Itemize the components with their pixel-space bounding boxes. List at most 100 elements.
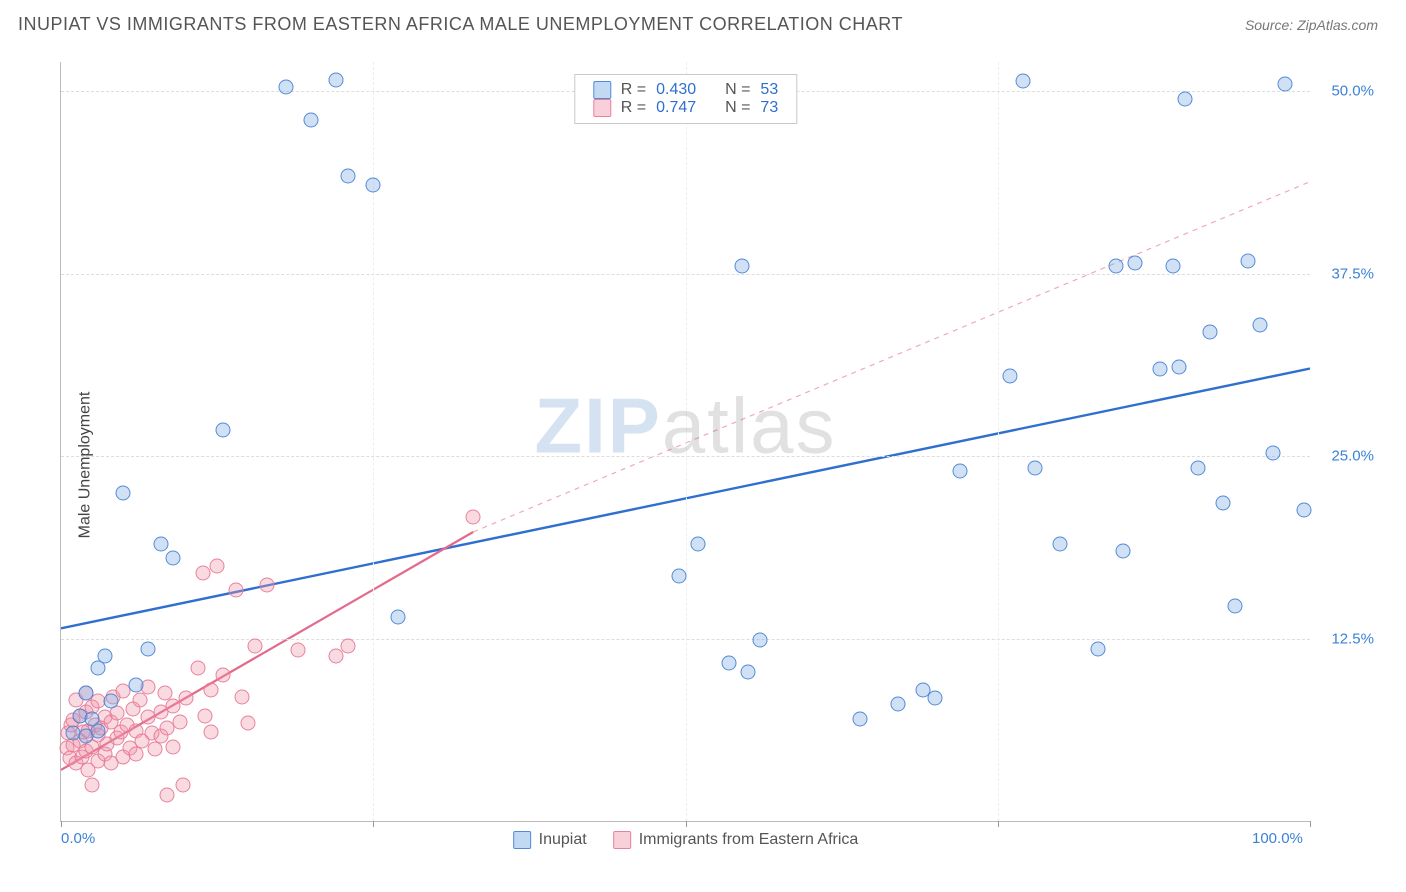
scatter-point <box>853 711 868 726</box>
scatter-point <box>103 694 118 709</box>
r-value: 0.430 <box>656 81 696 99</box>
scatter-point <box>1165 259 1180 274</box>
scatter-point <box>1253 317 1268 332</box>
n-label: N = <box>725 81 750 99</box>
scatter-point <box>85 777 100 792</box>
n-label: N = <box>725 99 750 117</box>
scatter-point <box>328 649 343 664</box>
scatter-point <box>141 641 156 656</box>
x-tick <box>373 821 374 827</box>
scatter-point <box>291 643 306 658</box>
scatter-point <box>1090 641 1105 656</box>
r-label: R = <box>621 99 646 117</box>
scatter-point <box>247 638 262 653</box>
legend-stats-row-inupiat: R = 0.430 N = 53 <box>593 81 778 99</box>
scatter-point <box>160 787 175 802</box>
scatter-point <box>928 691 943 706</box>
scatter-point <box>197 708 212 723</box>
scatter-point <box>341 168 356 183</box>
scatter-point <box>128 678 143 693</box>
gridline-v <box>373 62 374 821</box>
x-tick <box>61 821 62 827</box>
scatter-point <box>328 72 343 87</box>
chart-container: Male Unemployment R = 0.430 N = 53 R = 0… <box>18 50 1388 880</box>
scatter-point <box>466 510 481 525</box>
scatter-point <box>1296 503 1311 518</box>
scatter-point <box>97 649 112 664</box>
scatter-point <box>216 668 231 683</box>
source-label: Source: ZipAtlas.com <box>1245 17 1378 33</box>
scatter-point <box>128 746 143 761</box>
scatter-point <box>153 536 168 551</box>
scatter-point <box>1265 446 1280 461</box>
scatter-point <box>953 463 968 478</box>
scatter-point <box>260 577 275 592</box>
scatter-point <box>191 660 206 675</box>
scatter-point <box>1053 536 1068 551</box>
scatter-point <box>216 422 231 437</box>
scatter-point <box>166 551 181 566</box>
legend-stats-box: R = 0.430 N = 53 R = 0.747 N = 73 <box>574 74 797 124</box>
scatter-point <box>1228 599 1243 614</box>
y-tick-label: 37.5% <box>1331 265 1374 282</box>
scatter-point <box>278 79 293 94</box>
scatter-point <box>1190 460 1205 475</box>
r-value: 0.747 <box>656 99 696 117</box>
scatter-point <box>132 692 147 707</box>
scatter-point <box>1015 73 1030 88</box>
x-tick <box>1310 821 1311 827</box>
n-value: 73 <box>760 99 778 117</box>
swatch-icon <box>593 99 611 117</box>
scatter-point <box>690 536 705 551</box>
scatter-point <box>166 739 181 754</box>
scatter-point <box>203 724 218 739</box>
scatter-point <box>366 177 381 192</box>
swatch-icon <box>513 831 531 849</box>
legend-stats-row-immigrants: R = 0.747 N = 73 <box>593 99 778 117</box>
scatter-point <box>1153 361 1168 376</box>
n-value: 53 <box>760 81 778 99</box>
scatter-point <box>176 777 191 792</box>
scatter-point <box>1215 495 1230 510</box>
scatter-point <box>1128 256 1143 271</box>
scatter-point <box>740 665 755 680</box>
scatter-point <box>722 656 737 671</box>
scatter-point <box>1278 76 1293 91</box>
scatter-point <box>672 568 687 583</box>
gridline-v <box>686 62 687 821</box>
scatter-point <box>203 682 218 697</box>
scatter-point <box>235 689 250 704</box>
legend-item-inupiat: Inupiat <box>513 831 587 849</box>
scatter-point <box>1203 325 1218 340</box>
legend-item-immigrants: Immigrants from Eastern Africa <box>613 831 859 849</box>
y-tick-label: 50.0% <box>1331 83 1374 100</box>
plot-area: R = 0.430 N = 53 R = 0.747 N = 73 ZIPatl… <box>60 62 1310 822</box>
legend-label: Immigrants from Eastern Africa <box>639 831 859 849</box>
chart-title: INUPIAT VS IMMIGRANTS FROM EASTERN AFRIC… <box>18 14 903 35</box>
scatter-point <box>91 723 106 738</box>
scatter-point <box>196 565 211 580</box>
scatter-point <box>391 609 406 624</box>
scatter-point <box>753 633 768 648</box>
scatter-point <box>1003 368 1018 383</box>
x-tick-label: 100.0% <box>1252 830 1303 847</box>
y-tick-label: 12.5% <box>1331 630 1374 647</box>
swatch-icon <box>593 81 611 99</box>
gridline-v <box>998 62 999 821</box>
scatter-point <box>303 113 318 128</box>
scatter-point <box>1171 360 1186 375</box>
scatter-point <box>116 485 131 500</box>
x-tick-label: 0.0% <box>61 830 95 847</box>
scatter-point <box>178 691 193 706</box>
scatter-point <box>1109 259 1124 274</box>
scatter-point <box>1028 460 1043 475</box>
scatter-point <box>147 742 162 757</box>
scatter-point <box>1178 91 1193 106</box>
scatter-point <box>734 259 749 274</box>
scatter-point <box>210 558 225 573</box>
legend-label: Inupiat <box>539 831 587 849</box>
scatter-point <box>890 697 905 712</box>
scatter-point <box>78 685 93 700</box>
scatter-point <box>172 714 187 729</box>
scatter-point <box>228 583 243 598</box>
